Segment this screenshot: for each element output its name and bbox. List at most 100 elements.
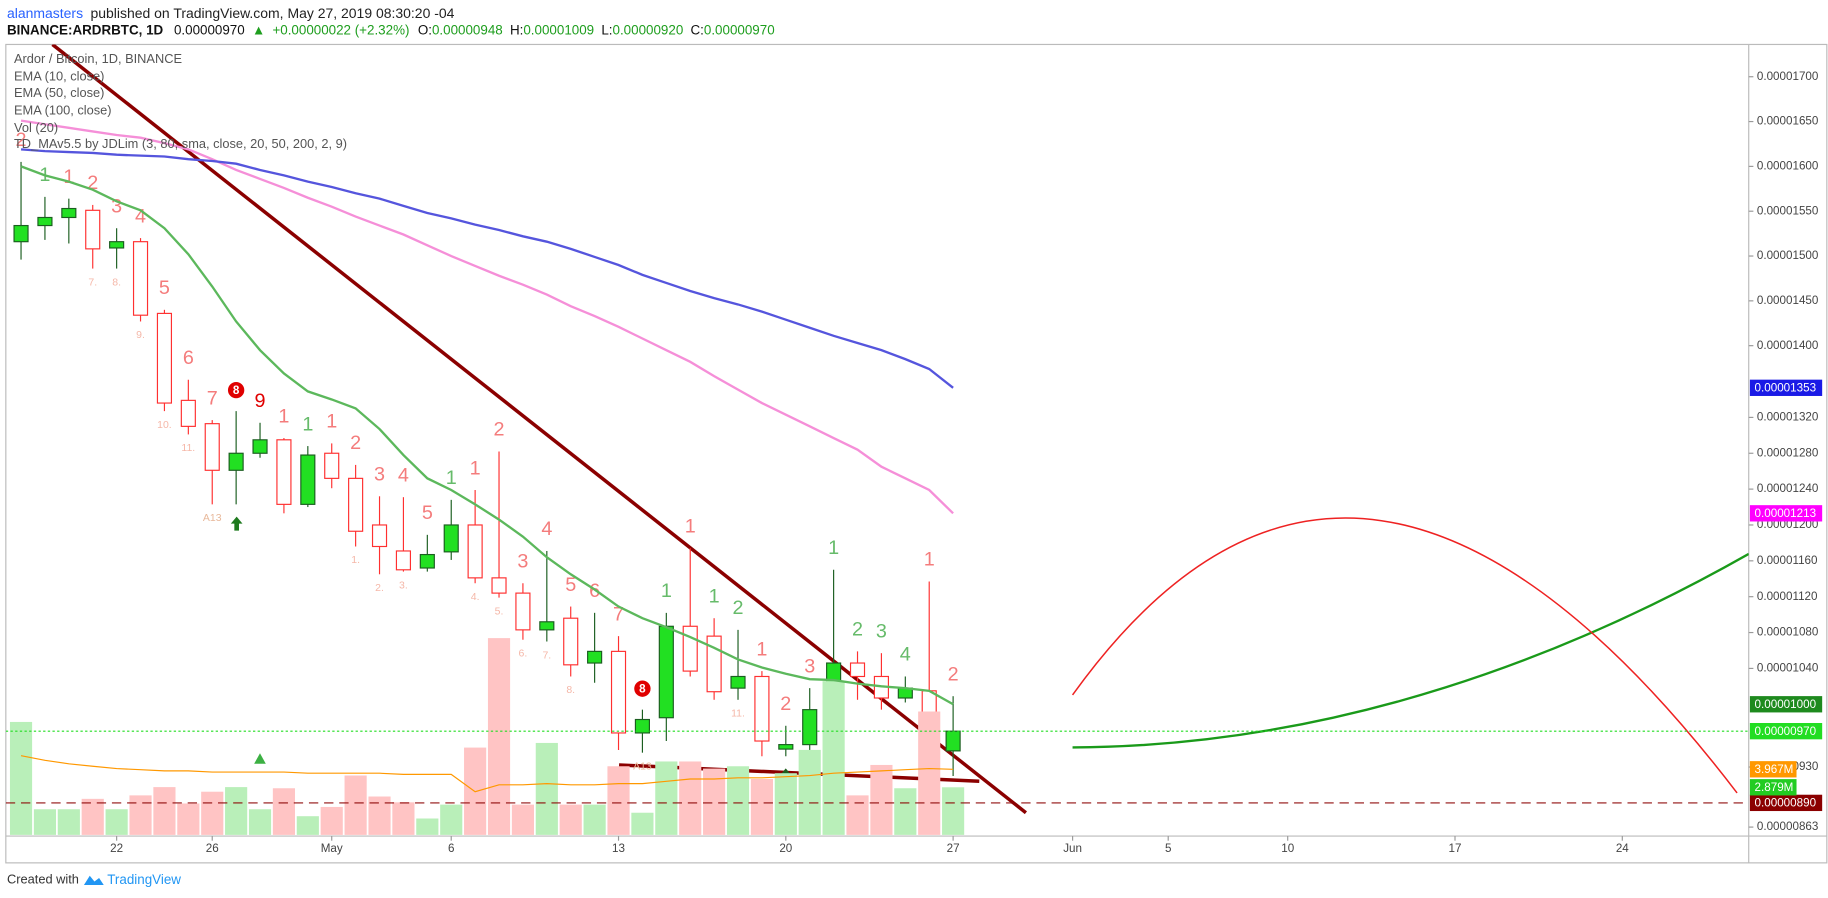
candle-body bbox=[515, 592, 531, 631]
volume-bar bbox=[320, 806, 343, 835]
candle-body bbox=[109, 241, 125, 249]
x-tick-label: 26 bbox=[206, 842, 219, 855]
y-tick-label: 0.00001240 bbox=[1757, 482, 1819, 495]
td-label: 8. bbox=[112, 277, 121, 288]
candle-body bbox=[849, 662, 866, 678]
publish-line: alanmasters published on TradingView.com… bbox=[7, 5, 455, 21]
price-marker-label: 0.00001353 bbox=[1755, 381, 1816, 394]
x-tick-label: 17 bbox=[1449, 842, 1462, 855]
volume-bar bbox=[81, 798, 104, 835]
candle-body bbox=[730, 675, 746, 689]
candle-body bbox=[180, 399, 196, 427]
candle-body bbox=[324, 452, 340, 479]
ohlc-value: 0.00000920 bbox=[613, 22, 684, 37]
volume-bar bbox=[105, 809, 128, 835]
td-label: 8. bbox=[566, 685, 575, 696]
footer-brand[interactable]: TradingView bbox=[107, 872, 181, 887]
price-marker bbox=[1749, 379, 1823, 396]
candle-body bbox=[443, 524, 459, 553]
td-label: 9 bbox=[255, 390, 266, 412]
candle-body bbox=[252, 439, 268, 454]
volume-bar bbox=[440, 804, 463, 835]
td-label: 2 bbox=[350, 432, 361, 454]
ohlc-value: 0.00000948 bbox=[432, 22, 503, 37]
price-marker-label: 3.967M bbox=[1755, 763, 1794, 776]
change-arrow: ▲ bbox=[252, 22, 265, 37]
ema-line bbox=[20, 165, 954, 706]
candle-body bbox=[13, 224, 29, 243]
candle-body bbox=[563, 617, 579, 666]
candle-body bbox=[634, 718, 650, 734]
volume-bar bbox=[9, 721, 33, 835]
candle-body bbox=[539, 621, 555, 631]
volume-bar bbox=[774, 773, 797, 835]
candle-body bbox=[491, 577, 507, 594]
projection-arc bbox=[1071, 517, 1738, 794]
candle-body bbox=[37, 216, 53, 227]
volume-bar bbox=[631, 812, 654, 835]
td-label: 11. bbox=[731, 709, 745, 720]
td-label: 7 bbox=[613, 603, 624, 625]
volume-bar bbox=[583, 804, 606, 835]
volume-bar bbox=[368, 796, 391, 835]
candle-body bbox=[300, 454, 316, 505]
volume-bar bbox=[57, 809, 80, 835]
candle-body bbox=[587, 650, 603, 664]
volume-bar bbox=[894, 788, 917, 835]
candle-body bbox=[61, 207, 77, 219]
td-label: 3 bbox=[517, 550, 528, 572]
td-label: 1 bbox=[326, 411, 337, 433]
triangle-icon bbox=[254, 753, 266, 764]
td-label: A13 bbox=[633, 761, 652, 772]
volume-bar bbox=[846, 795, 869, 835]
y-tick-label: 0.00001400 bbox=[1757, 339, 1819, 352]
td-label: 1 bbox=[756, 638, 767, 660]
x-tick-label: 27 bbox=[947, 842, 960, 855]
volume-ma-line bbox=[20, 755, 954, 793]
price-marker-label: 2.879M bbox=[1755, 781, 1794, 794]
td-label: 11. bbox=[181, 443, 195, 454]
legend: Ardor / Bitcoin, 1D, BINANCE EMA (10, cl… bbox=[14, 51, 347, 151]
price-marker-label: 0.00001000 bbox=[1755, 698, 1817, 711]
td-label: 3 bbox=[374, 464, 385, 486]
td-label: 8 bbox=[639, 682, 646, 695]
candle-body bbox=[467, 524, 483, 579]
candle-body bbox=[610, 650, 627, 734]
td-label: 3 bbox=[876, 620, 887, 642]
candle-body bbox=[348, 477, 364, 532]
plot bbox=[5, 119, 1749, 835]
volume-bar bbox=[750, 778, 773, 835]
y-tick-label: 0.00001320 bbox=[1757, 410, 1819, 423]
volume-bar bbox=[153, 787, 176, 835]
td-label: 2 bbox=[494, 419, 505, 441]
td-label: 1 bbox=[924, 549, 935, 571]
td-badge bbox=[634, 680, 651, 697]
y-tick-label: 0.00001650 bbox=[1757, 115, 1819, 128]
volume-bar bbox=[272, 788, 296, 835]
td-label: 4 bbox=[135, 205, 146, 227]
td-label: 5 bbox=[159, 277, 170, 299]
symbol: BINANCE:ARDRBTC, 1D bbox=[7, 22, 164, 37]
frame bbox=[5, 43, 1828, 864]
td-label: 4. bbox=[471, 592, 480, 603]
candle-body bbox=[276, 439, 292, 505]
ohlc-value: 0.00000970 bbox=[704, 22, 775, 37]
x-tick-label: 22 bbox=[110, 842, 123, 855]
candle-body bbox=[204, 423, 220, 471]
author[interactable]: alanmasters bbox=[7, 5, 83, 21]
x-tick-label: 10 bbox=[1281, 842, 1294, 855]
candle-body bbox=[395, 550, 412, 571]
volume-bar bbox=[822, 681, 845, 835]
price-marker-label: 0.00000890 bbox=[1755, 797, 1817, 810]
candle-body bbox=[85, 209, 101, 250]
price-marker bbox=[1749, 505, 1823, 522]
volume-bar bbox=[726, 766, 750, 835]
candle-body bbox=[156, 312, 173, 404]
y-tick-label: 0.00001600 bbox=[1757, 159, 1819, 172]
price-marker bbox=[1749, 696, 1823, 713]
volume-bar bbox=[679, 761, 702, 835]
td-label: 3 bbox=[111, 195, 122, 217]
candle-body bbox=[682, 625, 698, 672]
